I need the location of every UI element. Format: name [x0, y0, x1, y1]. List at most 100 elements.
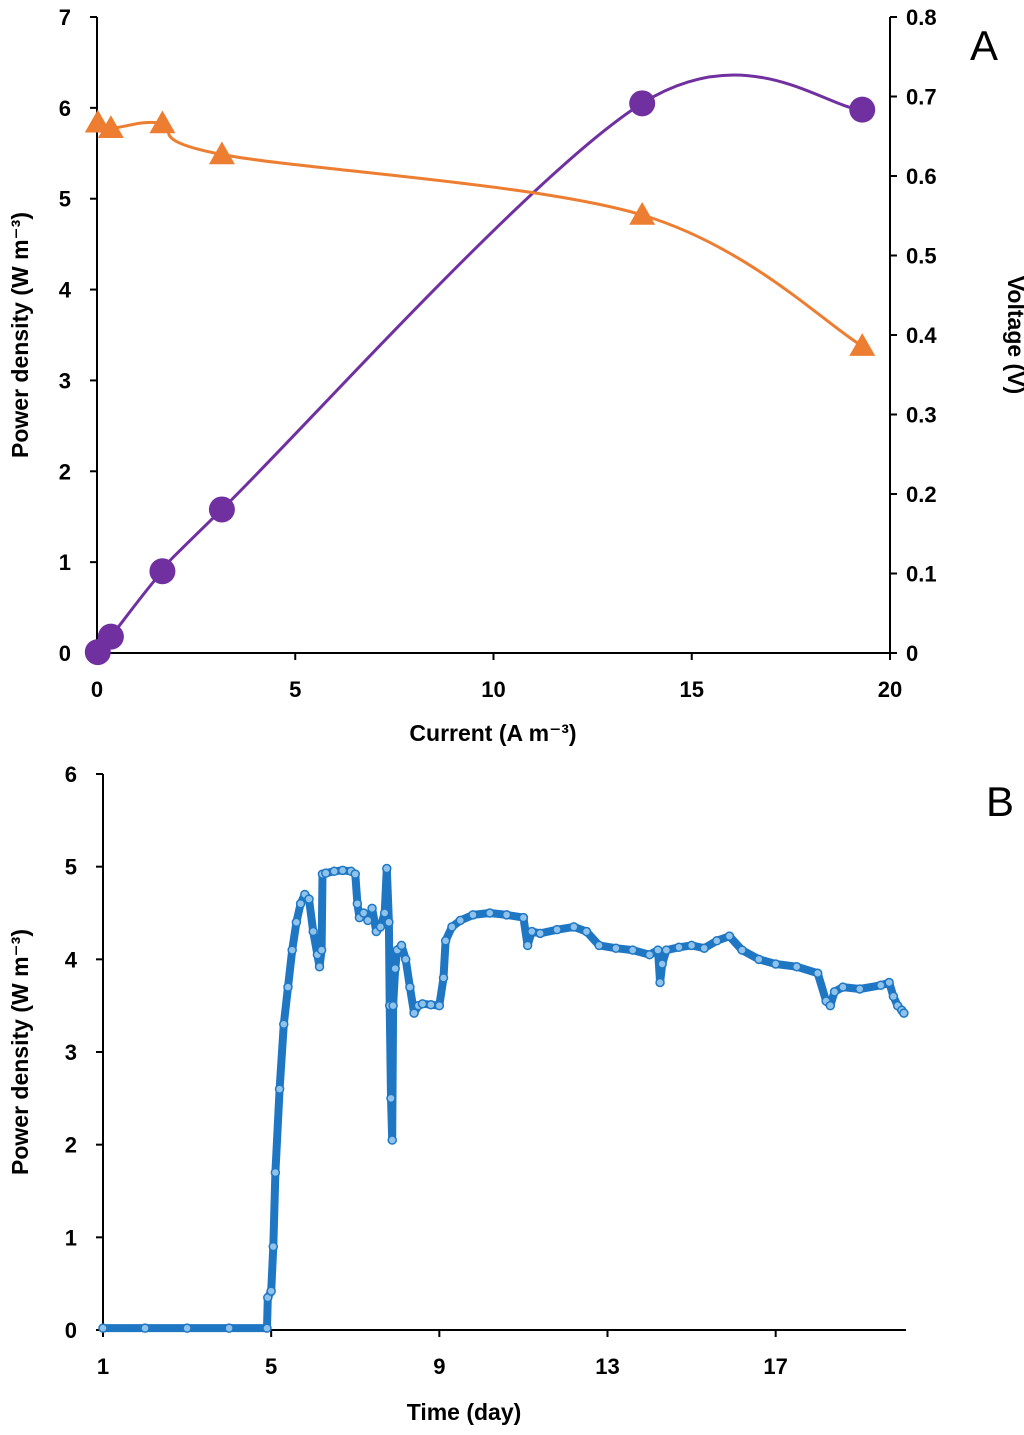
panel-b-data-point — [884, 977, 894, 988]
panel-b-x-axis-label: Time (day) — [407, 1399, 522, 1425]
panel-a-power-point — [149, 558, 176, 585]
panel-b-x-tick-label: 1 — [97, 1354, 109, 1379]
panel-b-data-point — [888, 991, 899, 1002]
panel-b-data-point — [367, 903, 377, 914]
panel-b-y-tick-label: 6 — [65, 762, 77, 787]
panel-b-data-point — [382, 863, 392, 874]
panel-b-data-point — [387, 1135, 397, 1145]
panel-b-data-point — [329, 866, 339, 877]
panel-a-label: A — [970, 22, 998, 69]
panel-b-data-point — [291, 917, 302, 928]
panel-b-data-point — [829, 987, 840, 997]
panel-b-data-point — [314, 961, 325, 972]
panel-a-y-tick-label: 7 — [59, 5, 71, 30]
panel-a-y2-tick-label: 0 — [906, 641, 918, 666]
panel-b-data-point — [855, 984, 865, 994]
panel-b-data-point — [182, 1323, 192, 1333]
panel-a-y-tick-label: 0 — [59, 641, 71, 666]
panel-b-y-tick-label: 2 — [65, 1133, 77, 1158]
panel-b-data-point — [653, 945, 663, 955]
panel-a-x-tick-label: 15 — [680, 677, 704, 702]
panel-a-x-tick-label: 0 — [91, 677, 103, 702]
panel-b-data-point — [447, 922, 457, 932]
panel-a-y-tick-label: 5 — [59, 187, 71, 212]
panel-b-data-point — [379, 908, 390, 918]
panel-b-data-point — [581, 926, 592, 937]
panel-b-y-tick-label: 1 — [65, 1225, 77, 1250]
panel-a-y-tick-label: 6 — [59, 96, 71, 121]
panel-b-data-point — [417, 999, 428, 1009]
panel-a-y2-tick-label: 0.7 — [906, 85, 937, 110]
panel-b-data-point — [644, 949, 655, 960]
panel-b-series-connector — [103, 868, 905, 1329]
panel-b-data-point — [140, 1323, 150, 1333]
panel-b-data-point — [661, 945, 672, 955]
panel-a-y2-tick-label: 0.8 — [906, 5, 937, 30]
panel-b-data-point — [283, 982, 293, 992]
panel-b-data-point — [737, 945, 747, 955]
panel-b-data-point — [295, 898, 306, 909]
panel-b-data-point — [352, 898, 363, 909]
panel-b-data-point — [268, 1241, 279, 1252]
panel-b-data-point — [98, 1323, 108, 1333]
panel-b-data-point — [674, 942, 684, 953]
panel-a-x-tick-label: 10 — [481, 677, 505, 702]
panel-a-y2-tick-label: 0.3 — [906, 403, 937, 428]
panel-a-x-tick-label: 5 — [289, 677, 301, 702]
panel-b-data-point — [304, 894, 314, 904]
panel-a-x-tick-label: 20 — [878, 677, 902, 702]
panel-b-data-point — [384, 917, 394, 928]
panel-b-data-point — [899, 1008, 909, 1018]
panel-b-data-point — [262, 1323, 272, 1333]
panel-b-data-point — [754, 954, 764, 965]
panel-b-data-point — [838, 982, 848, 992]
panel-b-data-point — [712, 936, 722, 946]
panel-a-voltage-point — [208, 141, 235, 165]
panel-b-y-tick-label: 3 — [65, 1040, 77, 1065]
panel-b-data-point — [522, 940, 533, 951]
panel-b-data-point — [552, 924, 562, 935]
panel-b-y-axis-label: Power density (W m⁻³) — [7, 929, 33, 1175]
panel-b-data-point — [287, 945, 297, 955]
panel-b-data-point — [812, 968, 823, 978]
panel-b-data-point — [535, 928, 545, 939]
panel-a-power-point — [629, 90, 656, 117]
panel-b-data-point — [655, 977, 665, 988]
panel-a-series-line-1 — [96, 73, 863, 654]
panel-b-data-point — [308, 926, 318, 937]
panel-b-data-point — [876, 980, 886, 991]
panel-a-y-tick-label: 4 — [59, 278, 72, 303]
panel-a-y2-tick-label: 0.5 — [906, 244, 937, 269]
panel-b-data-point — [770, 959, 781, 969]
panel-a-y-tick-label: 2 — [59, 459, 71, 484]
panel-b-data-point — [224, 1323, 234, 1333]
panel-b-data-point — [405, 982, 415, 992]
panel-b-data-point — [569, 922, 579, 932]
panel-b-series-line — [99, 864, 908, 1333]
panel-b-x-tick-label: 9 — [433, 1354, 445, 1379]
panel-a-series-line-2 — [96, 120, 863, 348]
panel-a-y2-tick-label: 0.2 — [906, 482, 937, 507]
panel-b-data-point — [518, 912, 529, 923]
panel-a-voltage-point — [849, 333, 876, 356]
panel-b-y-tick-label: 0 — [65, 1318, 77, 1343]
panel-b-x-tick-label: 17 — [763, 1354, 787, 1379]
panel-a-y2-tick-label: 0.4 — [906, 323, 937, 348]
panel-b-data-point — [279, 1019, 289, 1029]
panel-b-data-point — [321, 868, 331, 878]
panel-b-data-point — [791, 961, 802, 972]
panel-b-data-point — [438, 973, 449, 983]
panel-b-label: B — [986, 778, 1014, 825]
panel-b-data-point — [375, 922, 386, 932]
panel-b-data-point — [594, 940, 604, 951]
panel-a-y-tick-label: 3 — [59, 368, 71, 393]
panel-a-y2-tick-label: 0.6 — [906, 164, 937, 189]
panel-b-data-point — [657, 959, 667, 969]
panel-b-data-point — [825, 1000, 836, 1011]
panel-b-data-point — [527, 926, 537, 937]
panel-a-power-point — [849, 96, 876, 123]
panel-a-power-point — [97, 623, 124, 650]
panel-b-data-point — [409, 1008, 419, 1018]
panel-a-y2-axis-label: Voltage (V) — [1003, 276, 1024, 394]
